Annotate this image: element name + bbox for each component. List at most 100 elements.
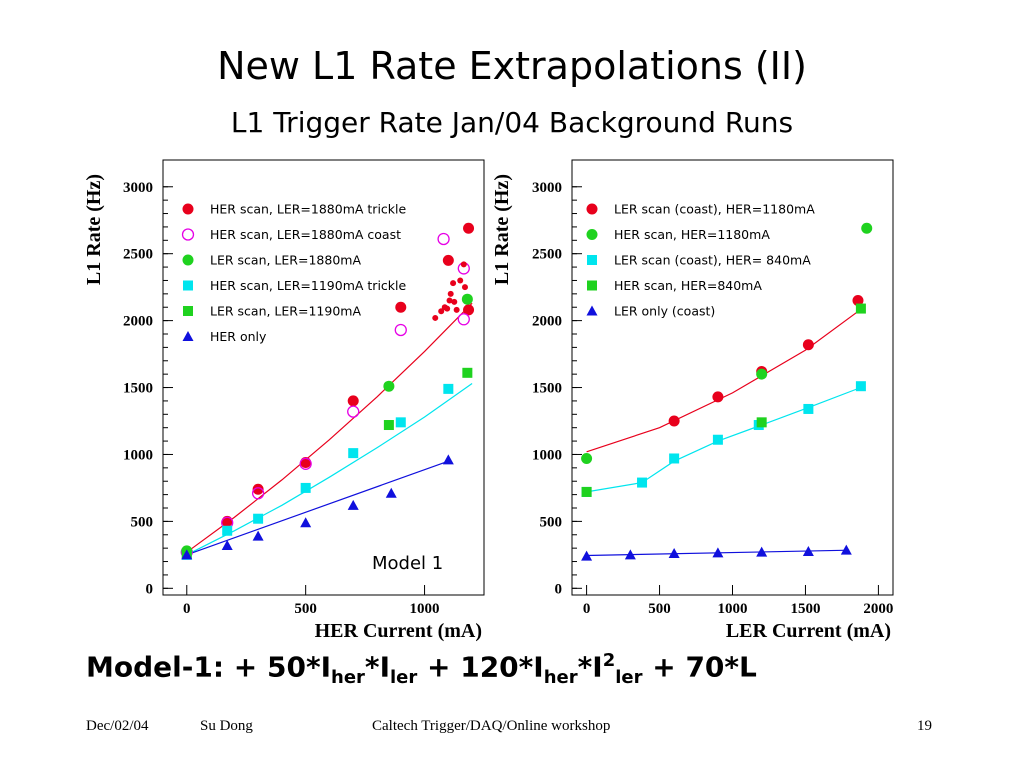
data-point: [712, 391, 724, 403]
y-tick-label: 0: [146, 581, 154, 597]
data-point: [252, 530, 264, 541]
data-point: [383, 380, 395, 392]
formula-sub: ler: [389, 666, 418, 688]
legend-label: LER scan (coast), HER= 840mA: [614, 253, 811, 268]
footer-date: Dec/02/04: [86, 718, 149, 734]
fit-line: [186, 302, 473, 553]
data-point: [624, 549, 636, 560]
data-point: [581, 486, 592, 497]
data-point: [756, 368, 768, 380]
legend-marker: [182, 254, 194, 266]
formula-sub: her: [543, 666, 578, 688]
x-tick-label: 1000: [718, 601, 748, 617]
legend-label: HER scan, LER=1190mA trickle: [210, 278, 407, 293]
data-point: [668, 415, 680, 427]
y-tick-label: 1500: [532, 381, 562, 397]
y-tick-label: 1500: [123, 381, 153, 397]
legend-label: HER only: [210, 329, 267, 344]
plot-frame: [571, 159, 894, 596]
data-point: [840, 544, 852, 555]
data-point: [637, 477, 648, 488]
data-point: [385, 487, 397, 498]
formula-sub: ler: [615, 666, 643, 688]
data-point: [451, 298, 458, 305]
x-tick-label: 500: [294, 601, 317, 617]
x-tick-label: 0: [583, 601, 591, 617]
chart-panel-1: 0 500 1000 1500 2000 2500 3000 0 500 1000 HER Curr…: [83, 159, 485, 642]
data-point: [446, 297, 453, 304]
x-tick-label: 2000: [863, 601, 893, 617]
data-point: [442, 454, 454, 465]
data-point: [444, 305, 451, 312]
fit-line: [586, 386, 862, 493]
formula-sub: her: [331, 666, 365, 688]
data-point: [712, 434, 723, 445]
data-point: [347, 395, 359, 407]
data-point: [432, 314, 439, 321]
legend-marker: [182, 331, 194, 341]
data-point: [300, 517, 312, 528]
footer-page-number: 19: [917, 718, 932, 734]
legend-marker: [586, 305, 598, 316]
legend-label: LER scan (coast), HER=1180mA: [614, 202, 815, 217]
data-point: [395, 417, 406, 428]
y-axis-label: L1 Rate (Hz): [491, 174, 513, 285]
plot-frame: [162, 159, 485, 596]
x-tick-label: 1000: [410, 601, 440, 617]
data-point: [447, 290, 454, 297]
fit-line: [186, 383, 473, 556]
legend-marker: [183, 306, 193, 316]
formula-part: *I: [364, 650, 390, 684]
x-tick-label: 500: [648, 601, 671, 617]
data-point: [457, 277, 464, 284]
chart-panel-2: 0 500 1000 1500 2000 2500 3000 0 500 1000 1500 2000…: [491, 159, 894, 642]
data-point: [861, 222, 873, 234]
data-point: [712, 547, 724, 558]
data-point: [581, 550, 593, 561]
data-point: [222, 525, 233, 536]
data-point: [438, 308, 445, 315]
data-point: [221, 539, 233, 550]
y-tick-label: 3000: [123, 180, 153, 196]
model-formula: Model-1: + 50*Iher*Iler + 120*Iher*I2ler…: [86, 650, 757, 688]
y-tick-label: 3000: [532, 180, 562, 196]
data-point: [251, 487, 265, 500]
data-point: [668, 548, 680, 559]
data-point: [347, 499, 359, 510]
data-point: [461, 284, 468, 291]
slide-subtitle: L1 Trigger Rate Jan/04 Background Runs: [230, 106, 794, 139]
data-point: [669, 453, 680, 464]
data-point: [181, 549, 193, 560]
data-point: [581, 452, 593, 464]
legend-label: LER scan, LER=1190mA: [210, 304, 361, 319]
data-point: [348, 448, 359, 459]
legend-marker: [181, 228, 195, 241]
data-point: [457, 313, 470, 326]
data-point: [855, 303, 866, 314]
y-tick-label: 1000: [532, 447, 562, 463]
y-tick-label: 2500: [532, 247, 562, 263]
legend-label: HER scan, LER=1880mA trickle: [210, 202, 407, 217]
data-point: [461, 293, 473, 305]
x-tick-label: 0: [183, 601, 191, 617]
data-point: [756, 417, 767, 428]
legend-label: HER scan, LER=1880mA coast: [210, 227, 401, 242]
data-point: [299, 457, 312, 470]
data-point: [394, 323, 407, 337]
y-tick-label: 2000: [123, 314, 153, 330]
y-tick-label: 1000: [123, 447, 153, 463]
legend-label: LER scan, LER=1880mA: [210, 253, 361, 268]
legend-marker: [586, 203, 598, 215]
data-point: [442, 254, 454, 266]
y-tick-label: 500: [540, 514, 563, 530]
x-tick-label: 1500: [790, 601, 820, 617]
data-point: [252, 483, 264, 495]
formula-part: Model-1: + 50*I: [86, 650, 332, 684]
fit-line: [186, 460, 449, 556]
legend-marker: [587, 255, 597, 265]
footer-author: Su Dong: [200, 718, 253, 734]
model-annotation: Model 1: [372, 553, 443, 574]
legend-marker: [586, 229, 598, 240]
legend-marker: [587, 280, 597, 291]
